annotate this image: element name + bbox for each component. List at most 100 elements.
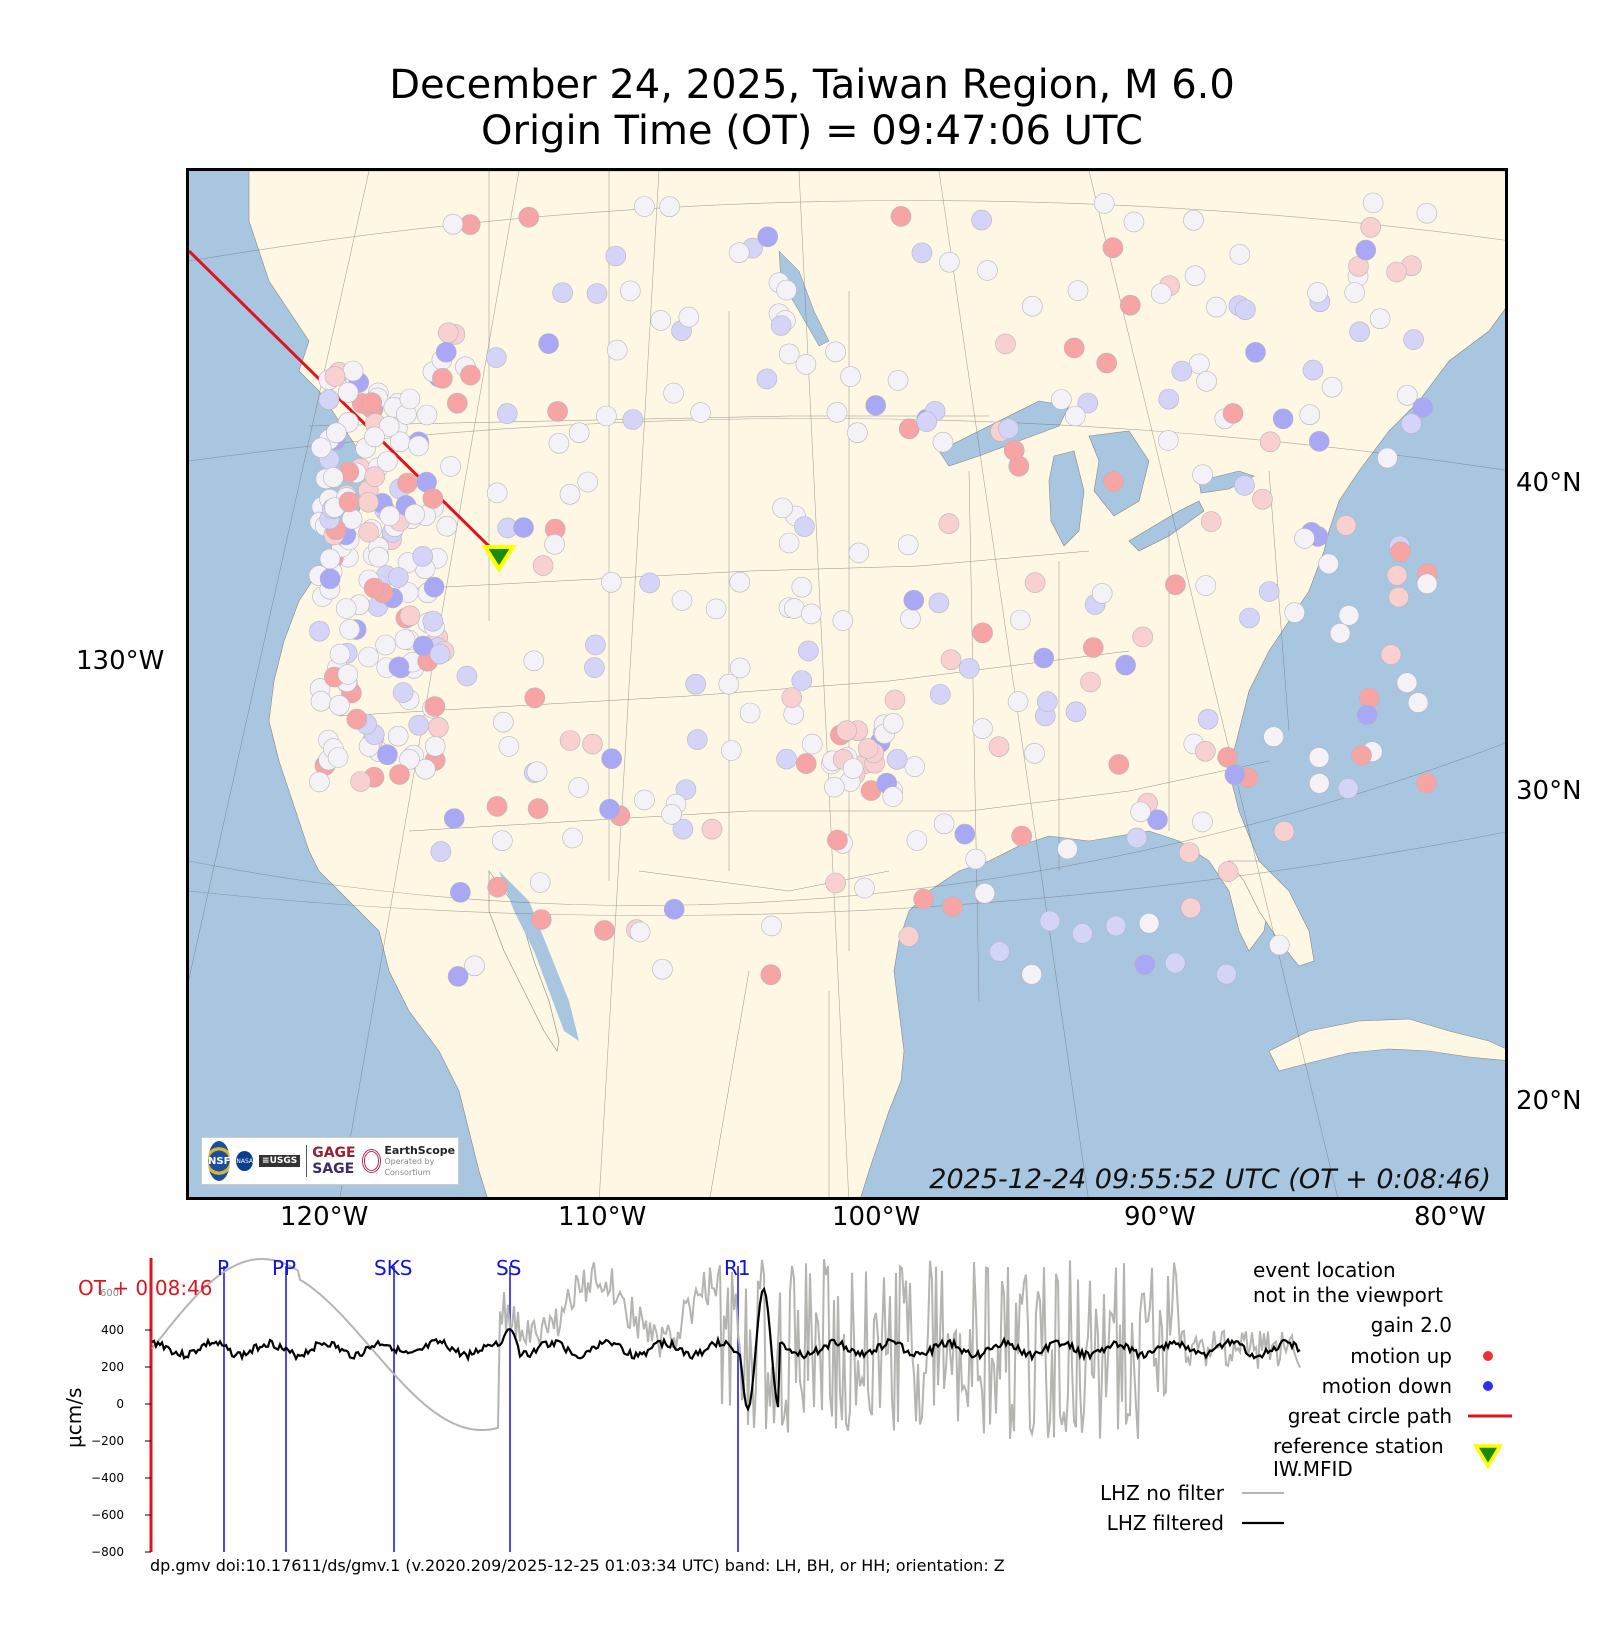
station-dot (530, 909, 552, 930)
lon-label-130w: 130°W (76, 646, 165, 676)
great-circle-path (189, 249, 501, 558)
station-dot (1386, 565, 1408, 586)
station-dot (1299, 404, 1321, 425)
station-dot (622, 409, 644, 430)
station-dot (1093, 193, 1115, 214)
lon-label-100w: 100°W (832, 1202, 921, 1232)
station-dot (1196, 371, 1217, 392)
ytick-600-partial: 600 (100, 1288, 120, 1299)
station-dot (857, 738, 879, 759)
station-dot (377, 744, 398, 766)
station-dot (1009, 609, 1031, 631)
station-dot (388, 656, 410, 678)
station-dot (1072, 923, 1093, 944)
phase-label-sks: SKS (374, 1256, 413, 1280)
station-dot (397, 472, 418, 494)
station-dot (1308, 747, 1330, 768)
station-dot (450, 881, 471, 903)
lon-label-120w: 120°W (280, 1202, 369, 1232)
station-dot (1356, 704, 1378, 726)
station-dot (408, 714, 429, 736)
station-dot (408, 435, 429, 457)
station-dot (1234, 475, 1255, 496)
station-dot (1195, 740, 1216, 762)
station-dot (559, 730, 581, 751)
station-dot (882, 712, 904, 734)
station-dot (1235, 299, 1256, 320)
station-dot (498, 736, 520, 757)
station-dot (938, 513, 960, 534)
station-dot (832, 610, 854, 631)
legend-reference-station-icon (1472, 1444, 1504, 1470)
station-dot (900, 608, 921, 630)
map-viewport[interactable]: NSF NASA ≡USGS GAGE SAGE EarthScope Oper… (186, 168, 1508, 1200)
station-dot (1318, 553, 1339, 575)
station-dot (416, 404, 438, 426)
station-dot (582, 733, 603, 755)
lon-label-90w: 90°W (1124, 1202, 1196, 1232)
legend-nofilter-label: LHZ no filter (1099, 1481, 1224, 1505)
station-dot (358, 646, 379, 668)
station-dot (690, 402, 711, 423)
station-dot (1416, 772, 1437, 794)
station-dot (1284, 602, 1305, 623)
station-dot (1105, 915, 1127, 937)
station-dot (548, 432, 570, 454)
station-dot (911, 242, 933, 264)
station-dot (1130, 801, 1151, 823)
station-dot (958, 658, 980, 679)
station-dot (440, 456, 461, 477)
station-dot (781, 687, 803, 708)
station-dot (364, 466, 386, 487)
station-dot (584, 657, 605, 678)
station-dot (971, 209, 992, 231)
station-dot (675, 779, 697, 800)
station-dot (1351, 745, 1372, 766)
station-dot (387, 725, 409, 747)
nasa-logo-icon: NASA (236, 1151, 254, 1171)
station-dot (1369, 308, 1391, 329)
station-dot (368, 546, 389, 568)
ytick-200: 200 (101, 1360, 124, 1374)
station-dot (1103, 470, 1124, 492)
station-dot (399, 388, 421, 410)
station-dot (1057, 838, 1078, 860)
station-dot (1263, 726, 1284, 748)
legend-motion-down-label: motion down (1321, 1374, 1452, 1398)
station-dot (605, 245, 627, 267)
station-dot (1412, 397, 1433, 418)
station-dot (492, 711, 514, 733)
station-dot (1229, 244, 1251, 265)
station-dot (388, 567, 409, 588)
baja-california-landmass (488, 870, 560, 1052)
station-dot (1321, 376, 1343, 398)
consortium-text: Consortium (384, 1167, 431, 1177)
station-dot (778, 532, 800, 554)
station-dot (1308, 430, 1330, 452)
phase-lines (223, 1266, 739, 1552)
phase-label-pp: PP (272, 1256, 297, 1280)
station-dot (437, 322, 459, 344)
station-dot (547, 401, 568, 422)
station-dot (825, 341, 846, 363)
station-dot (634, 789, 655, 811)
station-dot (432, 368, 453, 389)
station-dot (532, 555, 554, 576)
station-dot (686, 729, 708, 750)
station-dot (739, 702, 761, 724)
station-dot (496, 403, 518, 424)
station-dot (940, 649, 962, 671)
station-dot (1178, 842, 1200, 863)
station-dot (929, 684, 951, 705)
station-dot (1091, 583, 1113, 604)
station-dot (1252, 488, 1273, 510)
station-dot (377, 451, 398, 472)
station-dot (903, 589, 925, 611)
station-dot (854, 877, 875, 899)
station-dot (661, 803, 682, 825)
waveform-plot (145, 1258, 1512, 1553)
legend-motion-up-dot (1483, 1351, 1493, 1361)
station-dot (1183, 209, 1204, 231)
station-dot (413, 635, 434, 657)
station-dot (309, 620, 330, 642)
